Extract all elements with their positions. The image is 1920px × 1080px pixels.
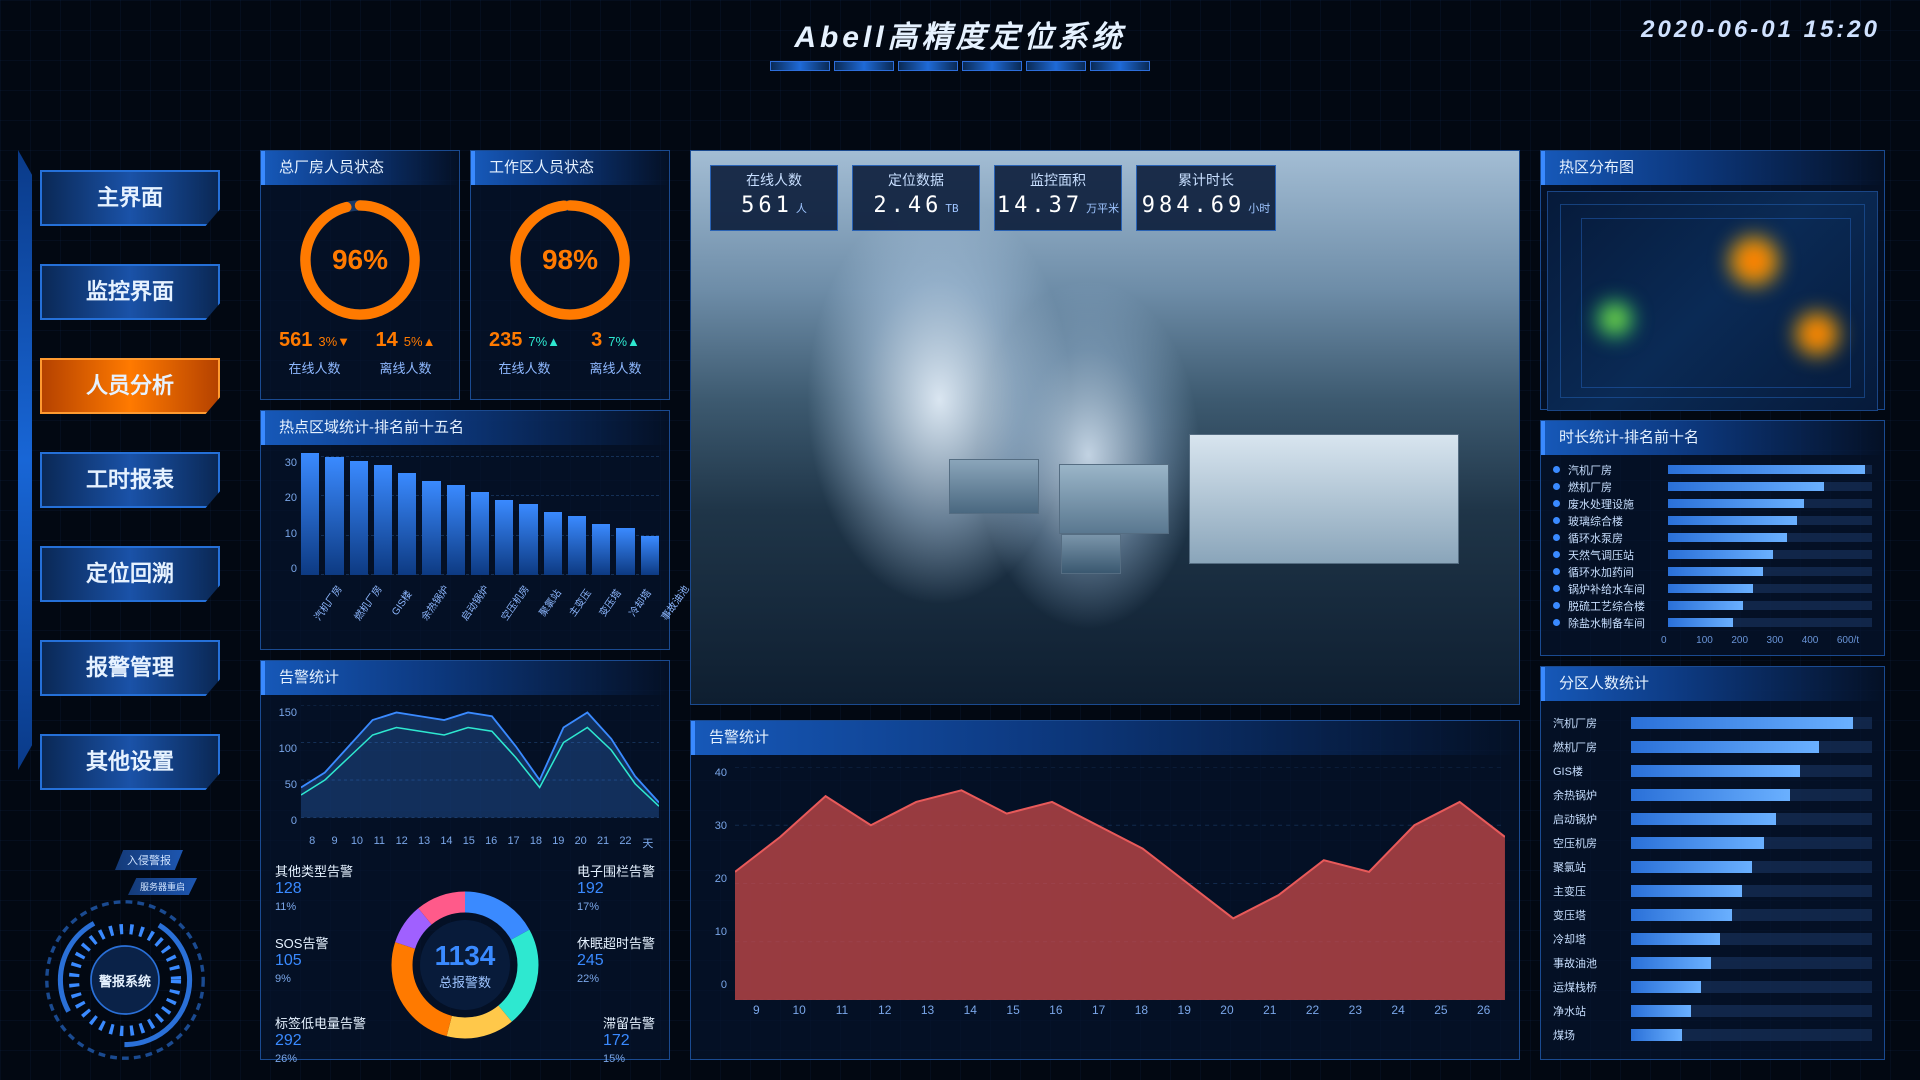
sidebar-item-report[interactable]: 工时报表 — [40, 452, 220, 508]
sidebar-decoration — [18, 150, 32, 770]
alarm-linechart: 050100150 8910111213141516171819202122天 — [261, 695, 669, 855]
metric-row: 在线人数561人 定位数据2.46TB 监控面积14.37万平米 累计时长984… — [710, 165, 1276, 231]
panel-workzone-status: 工作区人员状态 98% 2357%▲在线人数 37%▲离线人数 — [470, 150, 670, 400]
stat-workzone-offline: 37%▲离线人数 — [580, 329, 652, 377]
hbar-row: 事故油池 — [1541, 951, 1884, 975]
panel-center-alarm: 告警统计 010203040 9101112131415161718192021… — [690, 720, 1520, 1060]
duration-hbar-list: 汽机厂房燃机厂房废水处理设施玻璃综合楼循环水泵房天然气调压站循环水加药间锅炉补给… — [1541, 455, 1884, 646]
panel-duration-rank: 时长统计-排名前十名 汽机厂房燃机厂房废水处理设施玻璃综合楼循环水泵房天然气调压… — [1540, 420, 1885, 656]
hbar-row: 燃机厂房 — [1541, 478, 1884, 495]
hotspot-barchart: 0102030汽机厂房燃机厂房GIS楼余热锅炉启动锅炉空压机房聚氯站主变压变压塔… — [261, 445, 669, 615]
hbar-row: 启动锅炉 — [1541, 807, 1884, 831]
zone-hbar-list: 汽机厂房燃机厂房GIS楼余热锅炉启动锅炉空压机房聚氯站主变压变压塔冷却塔事故油池… — [1541, 701, 1884, 1047]
alarm-radial-label: 警报系统 — [40, 895, 210, 1065]
panel-factory-status: 总厂房人员状态 96% 5613%▼在线人数 145%▲离线人数 — [260, 150, 460, 400]
badge-server[interactable]: 服务器重启 — [128, 878, 197, 895]
app-title: Abell高精度定位系统 — [0, 0, 1920, 56]
metric-data: 定位数据2.46TB — [852, 165, 980, 231]
header-time: 2020-06-01 15:20 — [1641, 16, 1880, 44]
hbar-row: 煤场 — [1541, 1023, 1884, 1047]
stat-factory-offline: 145%▲离线人数 — [370, 329, 442, 377]
panel-zone-people: 分区人数统计 汽机厂房燃机厂房GIS楼余热锅炉启动锅炉空压机房聚氯站主变压变压塔… — [1540, 666, 1885, 1060]
hbar-row: 空压机房 — [1541, 831, 1884, 855]
hbar-row: 净水站 — [1541, 999, 1884, 1023]
header-decoration — [710, 58, 1210, 72]
hbar-row: 天然气调压站 — [1541, 546, 1884, 563]
metric-duration: 累计时长984.69小时 — [1136, 165, 1276, 231]
hbar-row: 冷却塔 — [1541, 927, 1884, 951]
hbar-row: 燃机厂房 — [1541, 735, 1884, 759]
hbar-row: 循环水泵房 — [1541, 529, 1884, 546]
panel-hotspot-chart: 热点区域统计-排名前十五名 0102030汽机厂房燃机厂房GIS楼余热锅炉启动锅… — [260, 410, 670, 650]
hbar-row: 余热锅炉 — [1541, 783, 1884, 807]
sidebar-item-personnel[interactable]: 人员分析 — [40, 358, 220, 414]
gauge-workzone: 98% — [505, 195, 635, 325]
panel-title: 时长统计-排名前十名 — [1541, 421, 1884, 455]
hbar-row: 除盐水制备车间 — [1541, 614, 1884, 631]
hbar-row: 变压塔 — [1541, 903, 1884, 927]
stat-workzone-online: 2357%▲在线人数 — [489, 329, 561, 377]
panel-title: 告警统计 — [691, 721, 1519, 755]
center-area-chart: 010203040 910111213141516171819202122232… — [691, 755, 1519, 1025]
hbar-row: 运煤栈桥 — [1541, 975, 1884, 999]
gauge-factory: 96% — [295, 195, 425, 325]
hbar-row: 汽机厂房 — [1541, 461, 1884, 478]
panel-title: 总厂房人员状态 — [261, 151, 459, 185]
metric-online: 在线人数561人 — [710, 165, 838, 231]
sidebar: 主界面 监控界面 人员分析 工时报表 定位回溯 报警管理 其他设置 — [40, 170, 220, 828]
panel-title: 工作区人员状态 — [471, 151, 669, 185]
hbar-row: 主变压 — [1541, 879, 1884, 903]
hbar-row: 玻璃综合楼 — [1541, 512, 1884, 529]
hbar-row: 废水处理设施 — [1541, 495, 1884, 512]
sidebar-item-monitor[interactable]: 监控界面 — [40, 264, 220, 320]
heatmap-view[interactable] — [1547, 191, 1878, 411]
stat-factory-online: 5613%▼在线人数 — [279, 329, 351, 377]
sidebar-item-main[interactable]: 主界面 — [40, 170, 220, 226]
panel-title: 告警统计 — [261, 661, 669, 695]
sidebar-item-settings[interactable]: 其他设置 — [40, 734, 220, 790]
hbar-row: GIS楼 — [1541, 759, 1884, 783]
header: Abell高精度定位系统 2020-06-01 15:20 — [0, 0, 1920, 60]
hbar-row: 循环水加药间 — [1541, 563, 1884, 580]
panel-title: 热点区域统计-排名前十五名 — [261, 411, 669, 445]
hbar-row: 聚氯站 — [1541, 855, 1884, 879]
alarm-donut: 1134总报警数电子围栏告警19217%休眠超时告警24522%滞留告警1721… — [261, 855, 669, 1075]
hbar-row: 汽机厂房 — [1541, 711, 1884, 735]
panel-title: 热区分布图 — [1541, 151, 1884, 185]
sidebar-item-alarm[interactable]: 报警管理 — [40, 640, 220, 696]
panel-title: 分区人数统计 — [1541, 667, 1884, 701]
panel-heatmap: 热区分布图 — [1540, 150, 1885, 410]
hbar-row: 锅炉补给水车间 — [1541, 580, 1884, 597]
hbar-row: 脱硫工艺综合楼 — [1541, 597, 1884, 614]
metric-area: 监控面积14.37万平米 — [994, 165, 1122, 231]
badge-intrusion[interactable]: 入侵警报 — [115, 850, 183, 870]
panel-alarm-stats: 告警统计 050100150 8910111213141516171819202… — [260, 660, 670, 1060]
sidebar-item-trace[interactable]: 定位回溯 — [40, 546, 220, 602]
alarm-radial-widget[interactable]: 警报系统 — [40, 895, 210, 1065]
3d-viewport[interactable] — [690, 150, 1520, 705]
